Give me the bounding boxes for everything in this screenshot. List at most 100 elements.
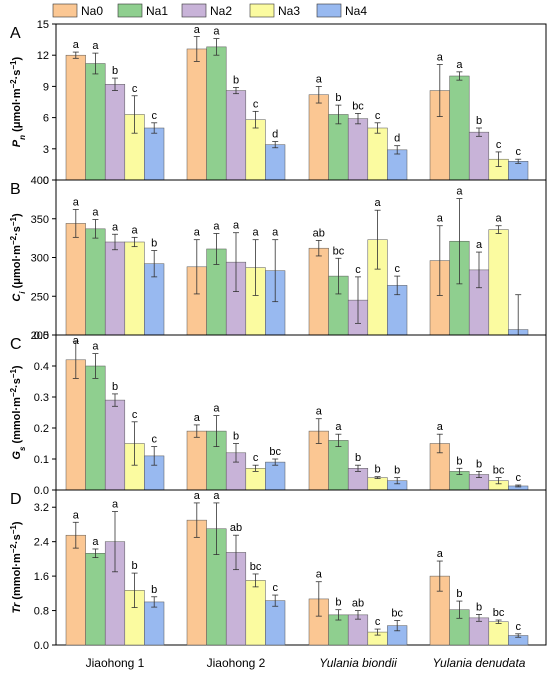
y-tick-label: 200 xyxy=(31,330,49,342)
bar-na1 xyxy=(206,46,227,181)
y-axis-label-part: (mmol·m xyxy=(11,553,23,603)
legend-label-na4: Na4 xyxy=(345,4,367,18)
significance-label: bc xyxy=(269,446,281,458)
significance-label: c xyxy=(375,110,381,122)
y-tick-label: 6 xyxy=(43,113,49,125)
significance-label: b xyxy=(476,601,482,613)
bar-na4 xyxy=(265,144,286,181)
significance-label: a xyxy=(316,569,323,581)
significance-label: ab xyxy=(230,522,242,534)
y-axis-label-part: −2 xyxy=(9,235,18,245)
significance-label: c xyxy=(496,139,502,151)
legend-swatch-na4 xyxy=(316,3,342,18)
y-axis-label-part: −1 xyxy=(9,525,18,535)
significance-label: a xyxy=(335,421,342,433)
significance-label: a xyxy=(213,490,220,502)
significance-label: bc xyxy=(391,607,403,619)
bar-na2 xyxy=(468,131,490,181)
x-category-label: Jiaohong 1 xyxy=(86,656,145,670)
y-tick-label: 0.5 xyxy=(34,330,49,342)
significance-label: bc xyxy=(493,465,505,477)
y-tick-label: 0.8 xyxy=(34,606,49,618)
significance-label: c xyxy=(151,434,157,446)
y-axis-label: Ci (μmol·m−2·s−1) xyxy=(9,213,27,302)
y-axis-label-part: P xyxy=(11,139,23,147)
significance-label: a xyxy=(496,213,503,225)
significance-label: a xyxy=(194,24,201,36)
significance-label: a xyxy=(476,239,483,251)
panel-letter: D xyxy=(10,491,22,508)
y-tick-label: 2.4 xyxy=(34,537,49,549)
y-axis-label-part: C xyxy=(11,293,23,302)
significance-label: b xyxy=(476,458,482,470)
significance-label: a xyxy=(456,59,463,71)
significance-label: a xyxy=(316,406,323,418)
legend-label-na0: Na0 xyxy=(81,4,103,18)
y-axis-label-part: n xyxy=(18,135,27,140)
y-axis-label-part: ) xyxy=(11,521,23,525)
y-tick-label: 3.2 xyxy=(34,502,49,514)
significance-label: ab xyxy=(313,227,325,239)
panel-letter: B xyxy=(10,181,21,198)
bar-na0 xyxy=(65,54,86,181)
y-axis-label-part: s xyxy=(18,446,27,451)
bar-na0 xyxy=(65,359,86,491)
significance-label: b xyxy=(476,115,482,127)
bar-na3 xyxy=(124,241,145,336)
significance-label: a xyxy=(73,39,80,51)
significance-label: a xyxy=(213,26,220,38)
y-axis-label: Gs (mmol·m−2·s−1) xyxy=(9,365,27,460)
legend-swatch-na0 xyxy=(52,3,78,18)
y-axis-label-part: ) xyxy=(11,365,23,369)
bar-na3 xyxy=(245,119,266,181)
significance-label: a xyxy=(112,221,119,233)
significance-label: b xyxy=(112,381,118,393)
bar-na3 xyxy=(367,127,388,181)
panel-letter: A xyxy=(10,25,21,42)
y-tick-label: 0.2 xyxy=(34,423,49,435)
y-axis-label: Tr (mmol·m−2·s−1) xyxy=(9,521,24,613)
significance-label: a xyxy=(456,186,463,198)
significance-label: a xyxy=(253,227,260,239)
y-axis-label-part: −2 xyxy=(9,387,18,397)
significance-label: b xyxy=(456,455,462,467)
y-axis-label-part: i xyxy=(18,291,27,294)
significance-label: c xyxy=(355,264,361,276)
significance-label: c xyxy=(375,616,381,628)
bar-na3 xyxy=(488,621,509,646)
significance-label: b xyxy=(355,452,361,464)
significance-label: c xyxy=(515,472,521,484)
significance-label: c xyxy=(515,621,521,633)
panel-c: C0.00.10.20.30.40.5Gs (mmol·m−2·s−1)aaaa… xyxy=(9,330,547,497)
significance-label: bc xyxy=(250,561,262,573)
bar-na1 xyxy=(328,114,349,181)
significance-label: c xyxy=(253,452,259,464)
y-tick-label: 0.0 xyxy=(34,640,49,652)
significance-label: c xyxy=(515,146,521,158)
bar-na1 xyxy=(85,365,106,491)
legend-swatch-na1 xyxy=(117,3,143,18)
significance-label: a xyxy=(213,403,220,415)
y-axis-label-part: (μmol·m xyxy=(11,88,23,135)
bar-na3 xyxy=(245,580,266,646)
significance-label: b xyxy=(233,431,239,443)
bar-na4 xyxy=(144,127,165,181)
significance-label: a xyxy=(437,548,444,560)
legend-label-na3: Na3 xyxy=(278,4,300,18)
bar-na4 xyxy=(265,600,286,646)
y-axis-label-part: ·s xyxy=(11,378,23,388)
bar-na1 xyxy=(85,63,106,181)
y-tick-label: 9 xyxy=(43,81,49,93)
legend-label-na2: Na2 xyxy=(210,4,232,18)
significance-label: c xyxy=(272,582,278,594)
significance-label: a xyxy=(73,335,80,347)
significance-label: c xyxy=(253,98,259,110)
bar-na3 xyxy=(367,477,388,491)
bar-na0 xyxy=(308,94,329,181)
significance-label: b xyxy=(335,92,341,104)
y-axis-label-part: ) xyxy=(11,56,23,60)
significance-label: a xyxy=(112,499,119,511)
y-tick-label: 0.3 xyxy=(34,392,49,404)
